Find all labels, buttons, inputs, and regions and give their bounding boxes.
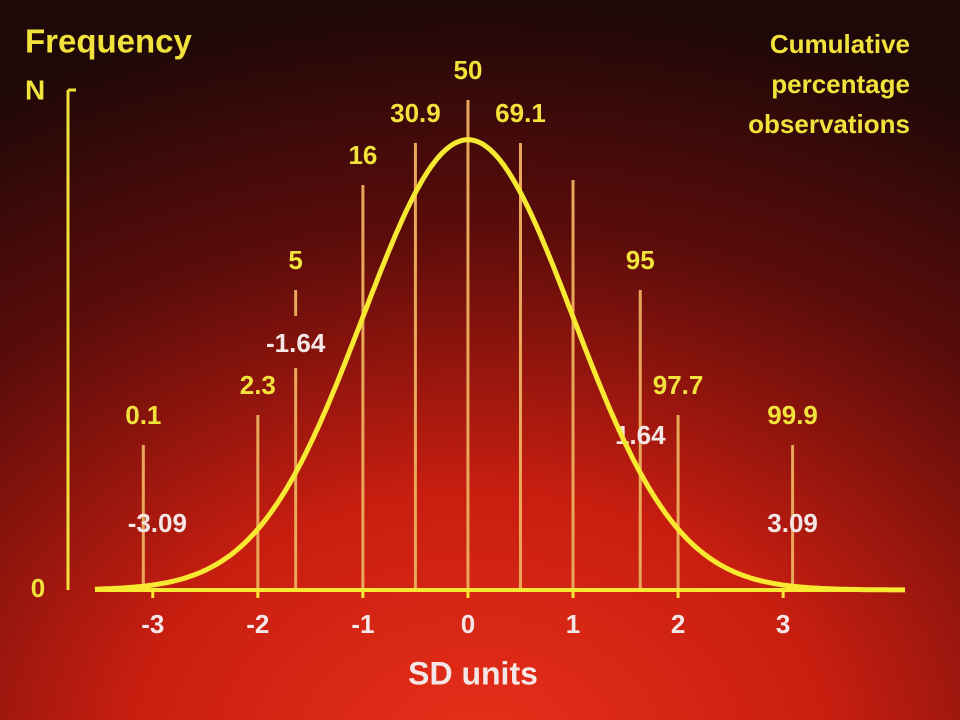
percent-label: 2.3	[240, 370, 276, 400]
percent-label: 69.1	[495, 98, 546, 128]
y-axis-title: Frequency	[25, 23, 193, 60]
sd-value-label: -1.64	[266, 328, 326, 358]
y2-axis-title: percentage	[771, 69, 910, 99]
percent-label: 97.7	[653, 370, 704, 400]
percent-label: 95	[626, 245, 655, 275]
y-axis-symbol: N	[25, 74, 45, 105]
y2-axis-title: Cumulative	[770, 29, 910, 59]
x-tick-label: -2	[246, 609, 269, 639]
y2-axis-title: observations	[748, 109, 910, 139]
sd-value-label: 3.09	[767, 508, 818, 538]
percent-label: 0.1	[125, 400, 161, 430]
x-tick-label: -1	[351, 609, 374, 639]
normal-curve	[94, 137, 905, 593]
percent-label: 50	[453, 55, 482, 85]
y-tick-label: 0	[31, 573, 45, 603]
percent-label: 5	[288, 245, 302, 275]
percent-label: 99.9	[767, 400, 818, 430]
x-tick-label: 2	[671, 609, 685, 639]
sd-value-label: -3.09	[128, 508, 187, 538]
percent-label: 16	[348, 140, 377, 170]
x-axis-title: SD units	[408, 655, 538, 691]
x-tick-label: 1	[566, 609, 580, 639]
percent-label: 30.9	[390, 98, 441, 128]
x-tick-label: -3	[141, 609, 164, 639]
x-tick-label: 0	[461, 609, 475, 639]
x-tick-label: 3	[776, 609, 790, 639]
